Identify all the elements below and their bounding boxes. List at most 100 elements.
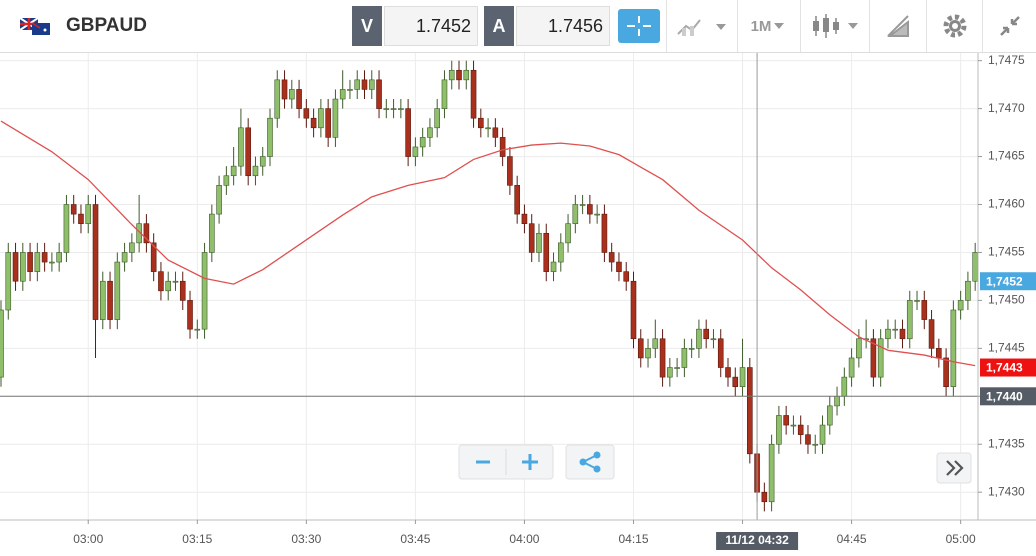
candle-body bbox=[717, 338, 724, 368]
candle-body bbox=[841, 376, 848, 397]
candle-body bbox=[310, 117, 317, 129]
candle-body bbox=[899, 328, 906, 340]
candle-body bbox=[659, 338, 666, 378]
candle-body bbox=[347, 89, 353, 91]
candle-body bbox=[296, 89, 302, 109]
candle-body bbox=[507, 156, 513, 186]
candle-body bbox=[950, 309, 957, 388]
candle-body bbox=[405, 108, 411, 157]
candle-body bbox=[688, 348, 695, 350]
candle-body bbox=[412, 146, 419, 157]
candle-body bbox=[645, 348, 651, 359]
bid-button[interactable]: V bbox=[352, 6, 382, 46]
candle-body bbox=[194, 328, 201, 331]
candle-body bbox=[27, 252, 33, 272]
candle-body bbox=[608, 252, 615, 263]
ask-button[interactable]: A bbox=[484, 6, 514, 46]
candle-body bbox=[12, 252, 19, 282]
candle-body bbox=[70, 204, 77, 215]
candle-body bbox=[906, 300, 913, 340]
candle-body bbox=[129, 242, 135, 253]
symbol[interactable]: GBPAUD bbox=[66, 15, 147, 36]
candle-body bbox=[5, 252, 12, 311]
candle-body bbox=[179, 280, 186, 301]
candle-body bbox=[441, 79, 448, 109]
candle-body bbox=[943, 357, 949, 388]
candle-body bbox=[99, 280, 106, 320]
candle-body bbox=[223, 175, 230, 186]
candle-body bbox=[143, 223, 150, 244]
zoom-in-button[interactable] bbox=[522, 454, 538, 470]
candle-body bbox=[267, 117, 273, 157]
candle-body bbox=[259, 156, 266, 167]
candle-body bbox=[230, 165, 237, 177]
candle-body bbox=[885, 328, 891, 340]
candle-body bbox=[790, 424, 797, 427]
crosshair-price-label: 1,7440 bbox=[986, 389, 1023, 403]
settings-button[interactable] bbox=[926, 0, 982, 52]
candle-body bbox=[557, 242, 564, 263]
candle-body bbox=[63, 204, 70, 253]
draw-button[interactable] bbox=[869, 0, 926, 52]
x-tick-label: 03:00 bbox=[73, 532, 103, 546]
candle-body bbox=[158, 271, 164, 292]
candle-body bbox=[747, 367, 753, 455]
share-box bbox=[565, 444, 615, 480]
candle-body bbox=[288, 89, 295, 100]
x-tick-label: 04:15 bbox=[618, 532, 648, 546]
candle-body bbox=[20, 252, 26, 282]
candle-body bbox=[601, 213, 608, 253]
share-button[interactable] bbox=[579, 451, 601, 473]
candle-body bbox=[78, 213, 84, 224]
candle-body bbox=[579, 204, 586, 206]
flag-icon bbox=[20, 18, 50, 35]
candle-body bbox=[354, 79, 361, 90]
y-tick-label: 1,7470 bbox=[988, 101, 1025, 115]
crosshair-icon bbox=[618, 9, 660, 43]
candle-body bbox=[499, 137, 506, 157]
candle-body bbox=[470, 69, 477, 119]
candle-body bbox=[674, 367, 680, 369]
candle-body bbox=[49, 261, 55, 264]
crosshair-button[interactable] bbox=[614, 0, 664, 52]
candle-body bbox=[696, 328, 702, 349]
y-tick-label: 1,7455 bbox=[988, 245, 1025, 259]
chart: 1,7430 1,7435 1,7440 1,7445 1,7450 1,7455 1,74… bbox=[0, 53, 1036, 550]
chart-type-icon bbox=[677, 19, 726, 36]
candle-body bbox=[339, 89, 346, 100]
crosshair-price-box bbox=[980, 387, 1036, 406]
crosshair-time-box bbox=[716, 532, 799, 550]
chart-type-button[interactable] bbox=[666, 0, 737, 52]
x-tick-label: 03:15 bbox=[182, 532, 212, 546]
candle-body bbox=[398, 108, 404, 110]
candle-body bbox=[826, 405, 833, 426]
y-tick-label: 1,7450 bbox=[988, 293, 1025, 307]
candle-body bbox=[514, 185, 520, 215]
candle-body bbox=[434, 108, 441, 129]
candle-body bbox=[732, 376, 739, 388]
dropdown-icon bbox=[774, 23, 785, 29]
candle-body bbox=[805, 434, 811, 445]
bid-price: 1.7452 bbox=[384, 6, 478, 46]
candle-body bbox=[56, 252, 62, 263]
candle-body bbox=[565, 223, 571, 244]
y-tick-label: 1,7435 bbox=[988, 436, 1025, 450]
candle-body bbox=[856, 338, 862, 359]
candle-body bbox=[667, 367, 673, 378]
candle-body bbox=[725, 367, 731, 378]
candle-body bbox=[710, 338, 717, 341]
candle-body bbox=[216, 185, 222, 215]
candle-body bbox=[587, 204, 593, 215]
candle-type-button[interactable] bbox=[800, 0, 869, 52]
timeframe-button[interactable]: 1M bbox=[737, 0, 800, 52]
price-label: 1,7452 bbox=[986, 274, 1023, 288]
candle-body bbox=[703, 328, 709, 340]
candle-body bbox=[877, 338, 884, 378]
candle-body bbox=[768, 443, 775, 503]
candle-body bbox=[819, 424, 826, 445]
zoom-controls bbox=[458, 444, 972, 484]
price-label-box bbox=[980, 272, 1036, 291]
candle-body bbox=[238, 127, 244, 167]
collapse-button[interactable] bbox=[982, 0, 1036, 52]
crosshair-time-label: 11/12 04:32 bbox=[725, 533, 789, 547]
